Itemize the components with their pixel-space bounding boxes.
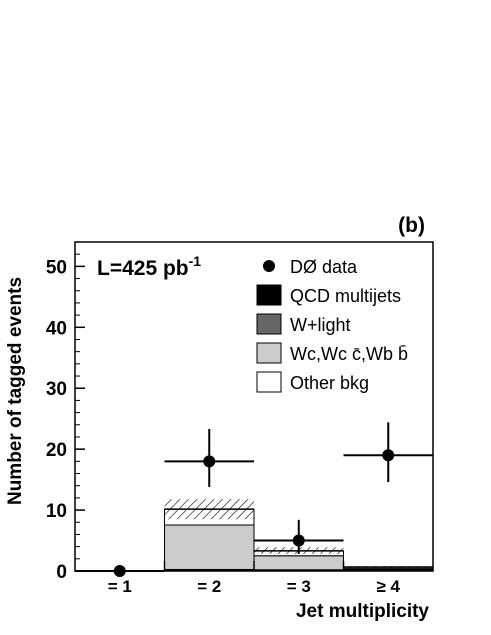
x-tick-label-4: ≥ 4 <box>376 577 400 596</box>
legend-swatch-4 <box>256 371 282 393</box>
luminosity-sup: -1 <box>189 253 202 269</box>
legend-label-2: W+light <box>290 315 351 335</box>
legend-label-1: QCD multijets <box>290 286 401 306</box>
bar-3-bin-3 <box>253 555 344 571</box>
y-tick-label-0: 0 <box>56 562 67 583</box>
y-tick-label-20: 20 <box>46 440 67 461</box>
y-axis-label: Number of tagged events <box>5 277 26 505</box>
legend-label-0: DØ data <box>290 257 358 277</box>
uncertainty-band-bin-2 <box>164 499 254 520</box>
x-tick-label-2: = 2 <box>197 577 221 596</box>
x-axis-label: Jet multiplicity <box>296 601 429 622</box>
legend-swatch-3 <box>256 342 282 364</box>
legend-marker-data <box>263 260 275 272</box>
x-tick-label-1: = 1 <box>108 577 132 596</box>
luminosity-label: L=425 pb-1 <box>97 253 201 280</box>
luminosity-main: L=425 pb <box>97 257 189 280</box>
y-tick-label-10: 10 <box>46 501 67 522</box>
y-tick-label-50: 50 <box>46 257 67 278</box>
x-tick-label-3: = 3 <box>287 577 311 596</box>
data-point-2 <box>203 455 216 468</box>
data-point-4 <box>382 449 395 462</box>
legend-label-3: Wc,Wc c̄,Wb b̄ <box>290 344 408 364</box>
y-tick-label-30: 30 <box>46 379 67 400</box>
legend-swatch-2 <box>256 313 282 335</box>
legend-swatch-1 <box>256 284 282 306</box>
panel-label: (b) <box>398 214 425 237</box>
uncertainty-band-bin-4 <box>343 566 433 568</box>
bar-3-bin-2 <box>164 524 255 570</box>
legend-label-4: Other bkg <box>290 373 369 393</box>
data-point-3 <box>292 534 305 547</box>
y-tick-label-40: 40 <box>46 318 67 339</box>
